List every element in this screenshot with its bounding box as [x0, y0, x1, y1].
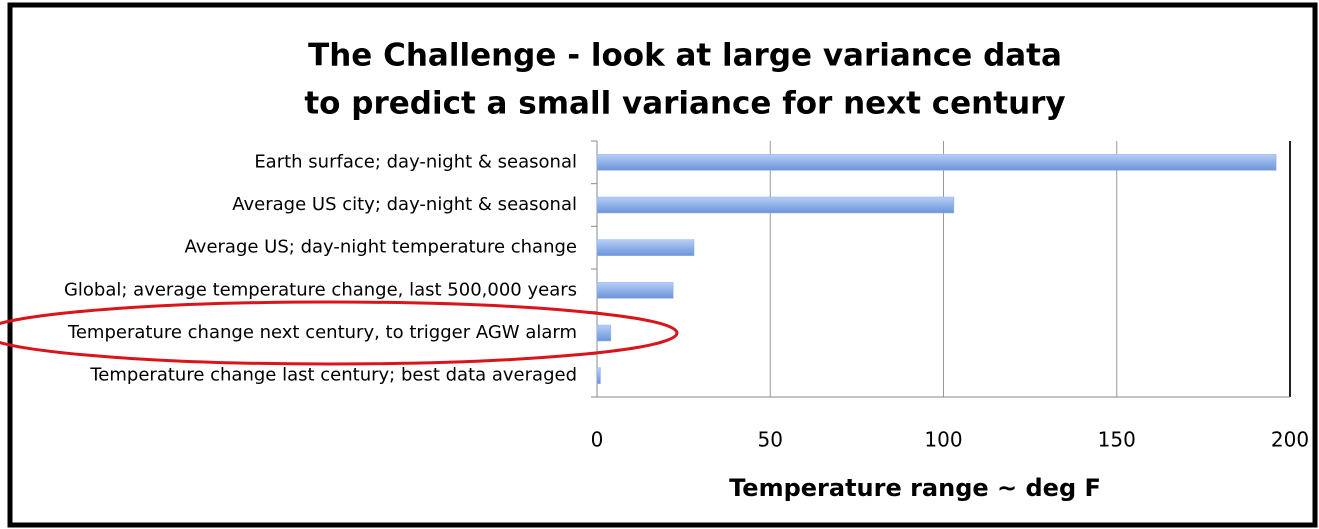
- chart-title: The Challenge - look at large variance d…: [308, 38, 1062, 74]
- y-tick-label: Temperature change next century, to trig…: [67, 322, 577, 343]
- bar: [596, 324, 612, 342]
- x-axis-label: Temperature range ~ deg F: [729, 474, 1101, 502]
- x-tick-label: 100: [924, 428, 962, 452]
- bar: [596, 239, 695, 256]
- bar: [596, 196, 955, 214]
- y-tick-label: Average US; day-night temperature change: [185, 237, 577, 258]
- bar: [596, 154, 1277, 171]
- x-tick-label: 150: [1098, 428, 1136, 452]
- bar: [596, 282, 674, 299]
- x-tick-label: 0: [591, 428, 604, 452]
- bar: [596, 367, 601, 384]
- annotation-ellipse: [0, 300, 679, 366]
- chart-title: to predict a small variance for next cen…: [304, 86, 1065, 122]
- y-tick-label: Temperature change last century; best da…: [89, 365, 577, 386]
- plot-area: 0 50 100 150 200 Earth surface; day-night & s…: [64, 140, 1309, 452]
- y-tick-label: Average US city; day-night & seasonal: [232, 194, 577, 215]
- y-tick-label: Earth surface; day-night & seasonal: [254, 151, 577, 172]
- x-tick-label: 200: [1271, 428, 1309, 452]
- x-tick-label: 50: [758, 428, 783, 452]
- y-tick-label: Global; average temperature change, last…: [64, 279, 577, 300]
